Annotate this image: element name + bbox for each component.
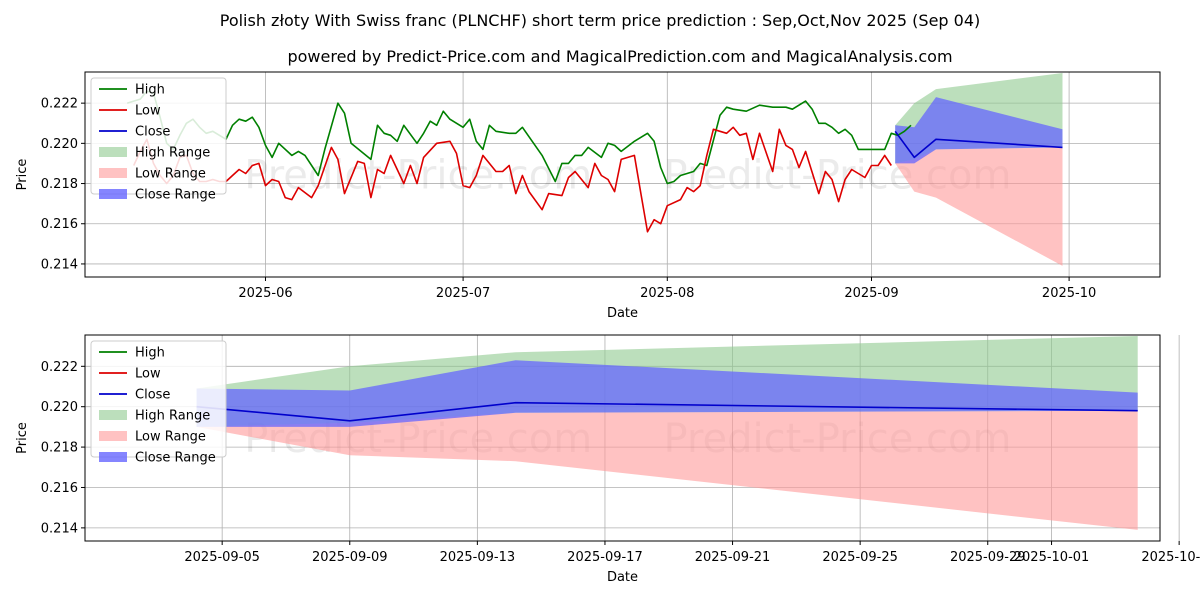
legend-swatch-high-range	[99, 410, 127, 420]
x-tick-label: 2025-08	[640, 286, 694, 301]
chart-subtitle: powered by Predict-Price.com and Magical…	[287, 47, 952, 66]
y-tick-label: 0.214	[41, 521, 78, 536]
plot-area	[126, 73, 1063, 266]
chart-title: Polish złoty With Swiss franc (PLNCHF) s…	[220, 11, 981, 30]
legend-label-high-range: High Range	[135, 146, 210, 161]
x-axis-label: Date	[607, 570, 638, 585]
legend-swatch-close-range	[99, 189, 127, 199]
x-tick-label: 2025-09-17	[567, 550, 643, 565]
y-tick-label: 0.220	[41, 400, 78, 415]
legend-label-high: High	[135, 346, 165, 361]
x-tick-label: 2025-09-25	[822, 550, 898, 565]
y-tick-label: 0.218	[41, 441, 78, 456]
legend-swatch-close-range	[99, 452, 127, 462]
legend-swatch-low-range	[99, 431, 127, 441]
y-tick-label: 0.216	[41, 217, 78, 232]
plot-area	[196, 336, 1138, 530]
x-tick-label: 2025-10-05	[1141, 550, 1200, 565]
y-tick-label: 0.216	[41, 481, 78, 496]
bottom-panel: Predict-Price.comPredict-Price.com2025-0…	[15, 334, 1200, 585]
series-line-low	[132, 126, 892, 233]
legend-label-close: Close	[135, 388, 170, 403]
legend-label-close-range: Close Range	[135, 188, 216, 203]
x-tick-label: 2025-09-21	[695, 550, 771, 565]
y-tick-label: 0.218	[41, 177, 78, 192]
legend-label-high: High	[135, 83, 165, 98]
series-line-close	[894, 130, 1063, 159]
legend-box	[90, 77, 227, 195]
x-tick-label: 2025-07	[436, 286, 490, 301]
legend: High Low Close High Range Low Range Close Ran…	[90, 340, 227, 466]
axes-frame	[84, 334, 1161, 542]
band-close-range	[196, 360, 1138, 427]
legend-label-low-range: Low Range	[135, 167, 206, 182]
x-tick-label: 2025-09-05	[184, 550, 260, 565]
legend-label-close-range: Close Range	[135, 451, 216, 466]
band-low-range	[895, 147, 1063, 266]
y-tick-label: 0.222	[41, 97, 78, 112]
x-tick-label: 2025-06	[238, 286, 292, 301]
x-tick-label: 2025-09-09	[312, 550, 388, 565]
legend-label-close: Close	[135, 125, 170, 140]
x-tick-label: 2025-09-29	[950, 550, 1026, 565]
y-tick-label: 0.222	[41, 360, 78, 375]
legend: High Low Close High Range Low Range Close Ran…	[90, 77, 227, 203]
band-low-range	[196, 410, 1138, 530]
legend-swatch-high-range	[99, 147, 127, 157]
x-tick-label: 2025-09-13	[440, 550, 516, 565]
series-line-high	[126, 90, 912, 185]
legend-label-low-range: Low Range	[135, 430, 206, 445]
y-tick-label: 0.220	[41, 137, 78, 152]
band-close-range	[895, 97, 1063, 164]
axes-frame	[84, 71, 1161, 278]
y-tick-label: 0.214	[41, 257, 78, 272]
x-tick-label: 2025-10	[1042, 286, 1096, 301]
y-axis-label: Price	[15, 422, 30, 454]
series-line-close	[196, 401, 1138, 422]
y-axis-label: Price	[15, 159, 30, 191]
legend-label-low: Low	[135, 367, 161, 382]
x-tick-label: 2025-10-01	[1014, 550, 1090, 565]
x-axis-label: Date	[607, 306, 638, 321]
legend-label-low: Low	[135, 104, 161, 119]
x-tick-label: 2025-09	[844, 286, 898, 301]
top-panel: Predict-Price.com Predict-Price.com2025-0…	[15, 71, 1161, 321]
legend-label-high-range: High Range	[135, 409, 210, 424]
legend-box	[90, 340, 227, 458]
legend-swatch-low-range	[99, 168, 127, 178]
